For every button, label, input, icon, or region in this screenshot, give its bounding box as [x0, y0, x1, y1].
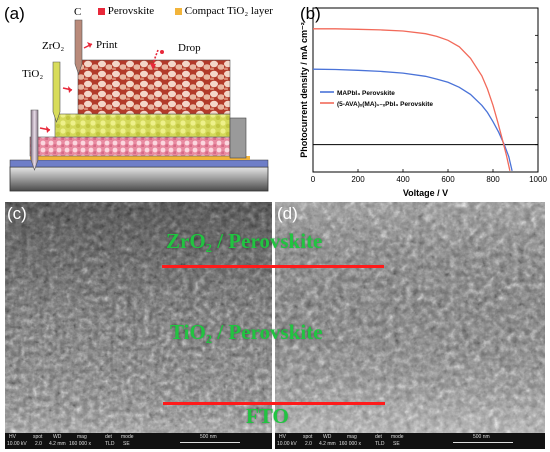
hv-value: 10.00 kV: [7, 441, 27, 447]
series-line-0: [312, 68, 513, 172]
legend-entry-0: MAPbI₃ Perovskite: [337, 90, 395, 97]
spot-label: spot: [33, 434, 43, 440]
mode-value: SE: [123, 441, 130, 447]
spot-value: 2.0: [305, 441, 312, 447]
label-drop: Drop: [178, 42, 201, 54]
panel-a-label: (a): [4, 4, 25, 23]
device-schematic: [9, 19, 269, 192]
hv-label: HV: [279, 434, 286, 440]
sem-footer-d: HV 10.00 kV spot 2.0 WD 4.2 mm mag 160 0…: [275, 433, 545, 449]
x-tick-label: 1000: [529, 175, 547, 184]
det-label: det: [375, 434, 382, 440]
mode-value: SE: [393, 441, 400, 447]
scale-label: 500 nm: [200, 434, 217, 440]
label-print: Print: [96, 39, 118, 51]
hv-value: 10.00 kV: [277, 441, 297, 447]
legend-entry-1: (5-AVA)ₓ(MA)₁₋ₓPbI₃ Perovskite: [337, 101, 433, 108]
legend-perovskite: Perovskite: [98, 5, 154, 17]
interface-line-top: [162, 265, 384, 268]
hv-label: HV: [9, 434, 16, 440]
mag-value: 160 000 x: [339, 441, 361, 447]
wd-value: 4.2 mm: [49, 441, 66, 447]
panel-c-label: (c): [7, 204, 27, 223]
sem-footer-c: HV 10.00 kV spot 2.0 WD 4.2 mm mag 160 0…: [5, 433, 272, 449]
wd-label: WD: [323, 434, 332, 440]
x-tick-label: 0: [311, 175, 316, 184]
sem-image-c: [5, 202, 272, 449]
det-value: TLD: [105, 441, 115, 447]
scale-label: 500 nm: [473, 434, 490, 440]
jv-chart: 0 200 400 600 800 1000 Voltage / V Photocurrent…: [300, 7, 547, 198]
overlay-tio2-perovskite: TiO₂ / Perovskite: [170, 320, 323, 344]
interface-line-bottom: [163, 402, 385, 405]
perovskite-swatch: [98, 7, 105, 15]
x-tick-label: 200: [351, 175, 365, 184]
det-value: TLD: [375, 441, 385, 447]
overlay-fto: FTO: [246, 404, 289, 428]
mag-value: 160 000 x: [69, 441, 91, 447]
overlay-zro2-perovskite: ZrO₂ / Perovskite: [166, 229, 323, 253]
x-axis-label: Voltage / V: [403, 188, 448, 198]
panel-d-label: (d): [277, 204, 298, 223]
y-axis-label: Photocurrent density / mA cm⁻²: [300, 22, 309, 157]
label-carbon: C: [74, 6, 82, 18]
legend-compact-tio2: Compact TiO₂ layer: [175, 5, 273, 17]
x-tick-label: 600: [441, 175, 455, 184]
legend-perovskite-text: Perovskite: [107, 5, 155, 17]
scale-bar: [180, 442, 240, 443]
mag-label: mag: [77, 434, 87, 440]
label-tio2: TiO₂: [22, 68, 44, 80]
mode-label: mode: [121, 434, 134, 440]
wd-label: WD: [53, 434, 62, 440]
panel-a: (a) Perovskite Compact TiO₂ layer TiO₂ Z…: [0, 0, 300, 200]
panel-b: (b) 0 200 400 600 800 1000 Voltage / V Photocur…: [300, 0, 550, 200]
mag-label: mag: [347, 434, 357, 440]
series-line-1: [313, 28, 511, 172]
label-zro2: ZrO₂: [42, 40, 65, 52]
x-tick-label: 800: [486, 175, 500, 184]
legend-compact-tio2-text: Compact TiO₂ layer: [184, 5, 273, 17]
panel-b-label: (b): [300, 4, 321, 23]
wd-value: 4.2 mm: [319, 441, 336, 447]
panel-d: (d) HV 10.00 kV spot 2.0 WD 4.2 mm mag 1…: [275, 202, 545, 449]
panel-c: (c) HV 10.00 kV spot 2.0 WD 4.2 mm mag 1…: [5, 202, 272, 449]
det-label: det: [105, 434, 112, 440]
mode-label: mode: [391, 434, 404, 440]
spot-label: spot: [303, 434, 313, 440]
spot-value: 2.0: [35, 441, 42, 447]
scale-bar: [453, 442, 513, 443]
sem-image-d: [275, 202, 545, 449]
compact-tio2-swatch: [175, 7, 182, 15]
x-tick-label: 400: [396, 175, 410, 184]
